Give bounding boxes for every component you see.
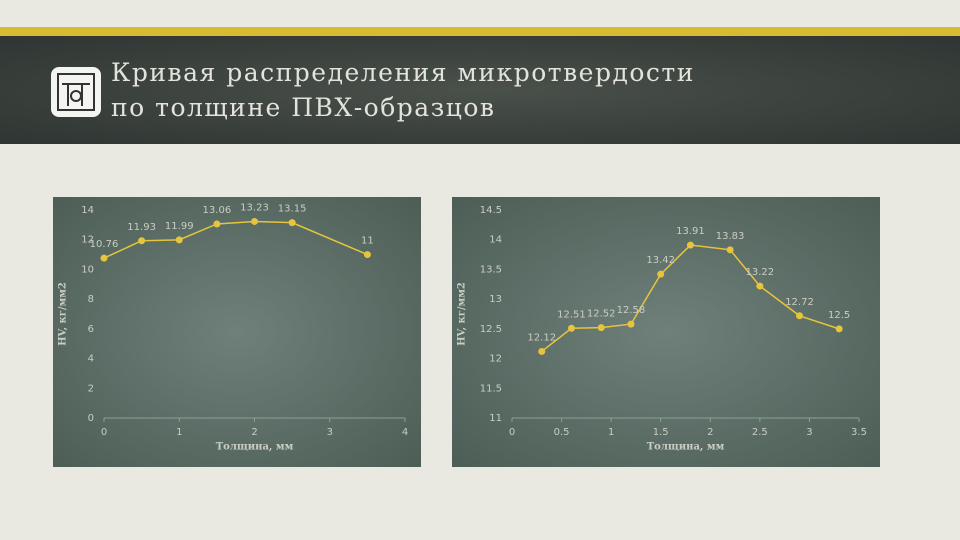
data-point <box>175 236 183 244</box>
slide-title: Кривая распределения микротвердости по то… <box>111 58 695 122</box>
chart-panel <box>53 197 421 467</box>
x-tick-label: 1 <box>176 427 182 438</box>
data-point <box>597 324 605 332</box>
x-tick-label: 2.5 <box>752 427 768 438</box>
data-label: 12.51 <box>557 309 586 320</box>
data-point <box>835 325 843 333</box>
y-tick-label: 2 <box>88 383 94 394</box>
y-tick-label: 11 <box>489 413 502 424</box>
x-tick-label: 0.5 <box>554 427 570 438</box>
data-point <box>726 246 734 254</box>
data-label: 13.42 <box>646 255 675 266</box>
chart-panel <box>452 197 880 467</box>
data-point <box>657 270 665 278</box>
data-label: 12.5 <box>828 310 850 321</box>
data-point <box>213 220 221 228</box>
y-tick-label: 13.5 <box>480 264 502 275</box>
x-axis-title: Толщина, мм <box>647 442 725 453</box>
logo-icon <box>51 67 101 117</box>
data-label: 12.58 <box>617 305 646 316</box>
data-label: 12.52 <box>587 309 616 320</box>
x-tick-label: 4 <box>402 427 408 438</box>
data-point <box>138 237 146 245</box>
y-tick-label: 10 <box>81 264 94 275</box>
data-line <box>541 244 840 353</box>
y-tick-label: 0 <box>88 413 94 424</box>
data-point <box>288 219 296 227</box>
x-tick-label: 3 <box>327 427 333 438</box>
data-point <box>686 241 694 249</box>
y-tick-label: 12 <box>81 235 94 246</box>
data-label: 13.15 <box>278 204 307 215</box>
x-tick-label: 2 <box>251 427 257 438</box>
x-tick-label: 0 <box>509 427 515 438</box>
data-label: 11.93 <box>127 222 156 233</box>
y-tick-label: 6 <box>88 324 94 335</box>
data-point <box>538 347 546 355</box>
y-tick-label: 13 <box>489 294 502 305</box>
data-label: 12.72 <box>785 297 814 308</box>
y-tick-label: 14.5 <box>480 205 502 216</box>
y-tick-label: 14 <box>81 205 94 216</box>
x-axis-title: Толщина, мм <box>216 442 294 453</box>
x-tick-label: 0 <box>101 427 107 438</box>
data-point <box>100 254 108 262</box>
data-point <box>363 251 371 259</box>
data-point <box>627 320 635 328</box>
x-tick-label: 3.5 <box>851 427 867 438</box>
data-label: 11.99 <box>165 221 194 232</box>
x-tick-label: 3 <box>806 427 812 438</box>
y-tick-label: 4 <box>88 354 94 365</box>
y-tick-label: 12.5 <box>480 324 502 335</box>
y-tick-label: 8 <box>88 294 94 305</box>
data-label: 11 <box>361 236 374 247</box>
data-point <box>567 324 575 332</box>
x-tick-label: 1.5 <box>653 427 669 438</box>
accent-stripe <box>0 27 960 36</box>
header-band <box>0 36 960 144</box>
y-axis-title: HV, кг/мм2 <box>457 282 468 346</box>
data-label: 13.83 <box>716 231 745 242</box>
y-axis-title: HV, кг/мм2 <box>58 282 69 346</box>
y-tick-label: 12 <box>489 354 502 365</box>
x-tick-label: 2 <box>707 427 713 438</box>
x-tick-label: 1 <box>608 427 614 438</box>
data-label: 13.22 <box>746 267 775 278</box>
data-label: 13.23 <box>240 202 269 213</box>
y-tick-label: 11.5 <box>480 383 502 394</box>
data-point <box>796 312 804 320</box>
data-point <box>251 217 258 225</box>
data-label: 13.91 <box>676 226 705 237</box>
data-label: 12.12 <box>527 332 556 343</box>
data-label: 13.06 <box>203 205 232 216</box>
data-label: 10.76 <box>90 239 119 250</box>
y-tick-label: 14 <box>489 235 502 246</box>
data-point <box>756 282 764 290</box>
